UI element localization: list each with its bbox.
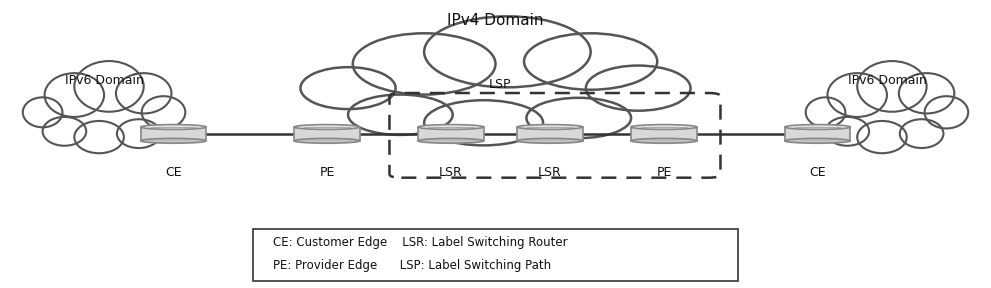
Text: PE: PE [319,166,335,179]
Ellipse shape [45,73,104,117]
Ellipse shape [116,73,171,113]
Text: PE: PE [656,166,672,179]
Text: IPv6 Domain: IPv6 Domain [847,74,927,87]
Text: LSR: LSR [439,166,463,179]
Ellipse shape [827,73,887,117]
Text: LSP: LSP [490,78,511,91]
Bar [517,127,583,141]
Ellipse shape [900,119,943,148]
Ellipse shape [785,139,850,143]
Text: IPv4 Domain: IPv4 Domain [447,13,544,28]
Ellipse shape [586,66,691,111]
Bar [418,127,484,141]
Text: CE: CE [810,166,826,179]
Text: CE: CE [165,166,181,179]
Ellipse shape [117,119,161,148]
Ellipse shape [517,125,583,129]
Ellipse shape [74,121,124,153]
Bar [631,127,697,141]
Ellipse shape [348,94,453,135]
Ellipse shape [294,139,360,143]
Text: LSR: LSR [538,166,562,179]
Bar [294,127,360,141]
Ellipse shape [418,139,484,143]
Text: PE: Provider Edge      LSP: Label Switching Path: PE: Provider Edge LSP: Label Switching P… [273,259,551,272]
Ellipse shape [925,96,968,128]
Ellipse shape [524,33,657,90]
Text: IPv6 Domain: IPv6 Domain [64,74,144,87]
Ellipse shape [857,61,927,112]
Ellipse shape [142,96,185,128]
Ellipse shape [826,117,869,146]
Bar [785,127,850,141]
Ellipse shape [899,73,954,113]
Ellipse shape [424,16,591,87]
Ellipse shape [631,139,697,143]
Ellipse shape [43,117,86,146]
Ellipse shape [806,97,845,127]
Ellipse shape [74,61,144,112]
Ellipse shape [857,121,907,153]
Ellipse shape [353,33,496,94]
Ellipse shape [300,67,395,109]
Ellipse shape [23,97,62,127]
Ellipse shape [517,139,583,143]
FancyBboxPatch shape [253,229,738,281]
Ellipse shape [141,139,206,143]
Ellipse shape [418,125,484,129]
Ellipse shape [631,125,697,129]
Ellipse shape [785,125,850,129]
Ellipse shape [141,125,206,129]
Ellipse shape [424,100,543,145]
Ellipse shape [294,125,360,129]
Text: CE: Customer Edge    LSR: Label Switching Router: CE: Customer Edge LSR: Label Switching R… [273,236,567,249]
Bar [141,127,206,141]
Ellipse shape [526,98,631,138]
